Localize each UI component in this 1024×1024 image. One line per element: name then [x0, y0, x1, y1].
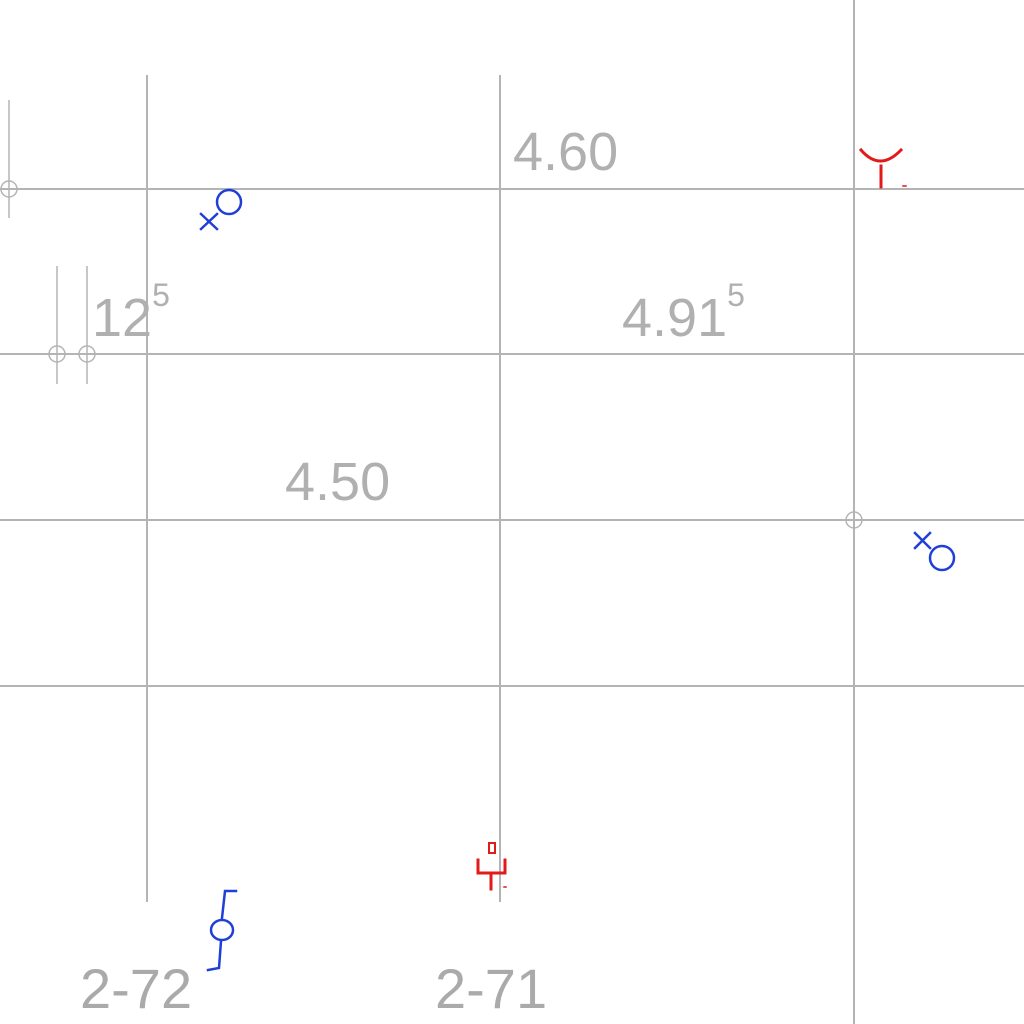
elevation-label: 4.915: [622, 277, 745, 348]
elevation-label: 4.60: [513, 122, 618, 182]
elevation-label: 125: [92, 277, 170, 348]
elevation-label: 4.50: [285, 452, 390, 512]
blue-switch-icon: [206, 889, 238, 972]
marker-circle: [48, 345, 66, 363]
marker-circle: [845, 511, 863, 529]
marker-circle: [78, 345, 96, 363]
survey-markers: [0, 100, 863, 608]
red-fixture-icon: [858, 147, 907, 189]
vertical-grid-lines: [146, 0, 855, 1024]
blue-outlet-icon-2: [913, 531, 956, 572]
red-socket-icon: [476, 842, 507, 891]
blue-outlet-icon: [199, 188, 243, 231]
marker-circle: [0, 180, 18, 198]
sheet-label: 2-71: [435, 957, 547, 1020]
sheet-label: 2-72: [80, 957, 192, 1020]
horizontal-grid-lines: [0, 188, 1024, 687]
